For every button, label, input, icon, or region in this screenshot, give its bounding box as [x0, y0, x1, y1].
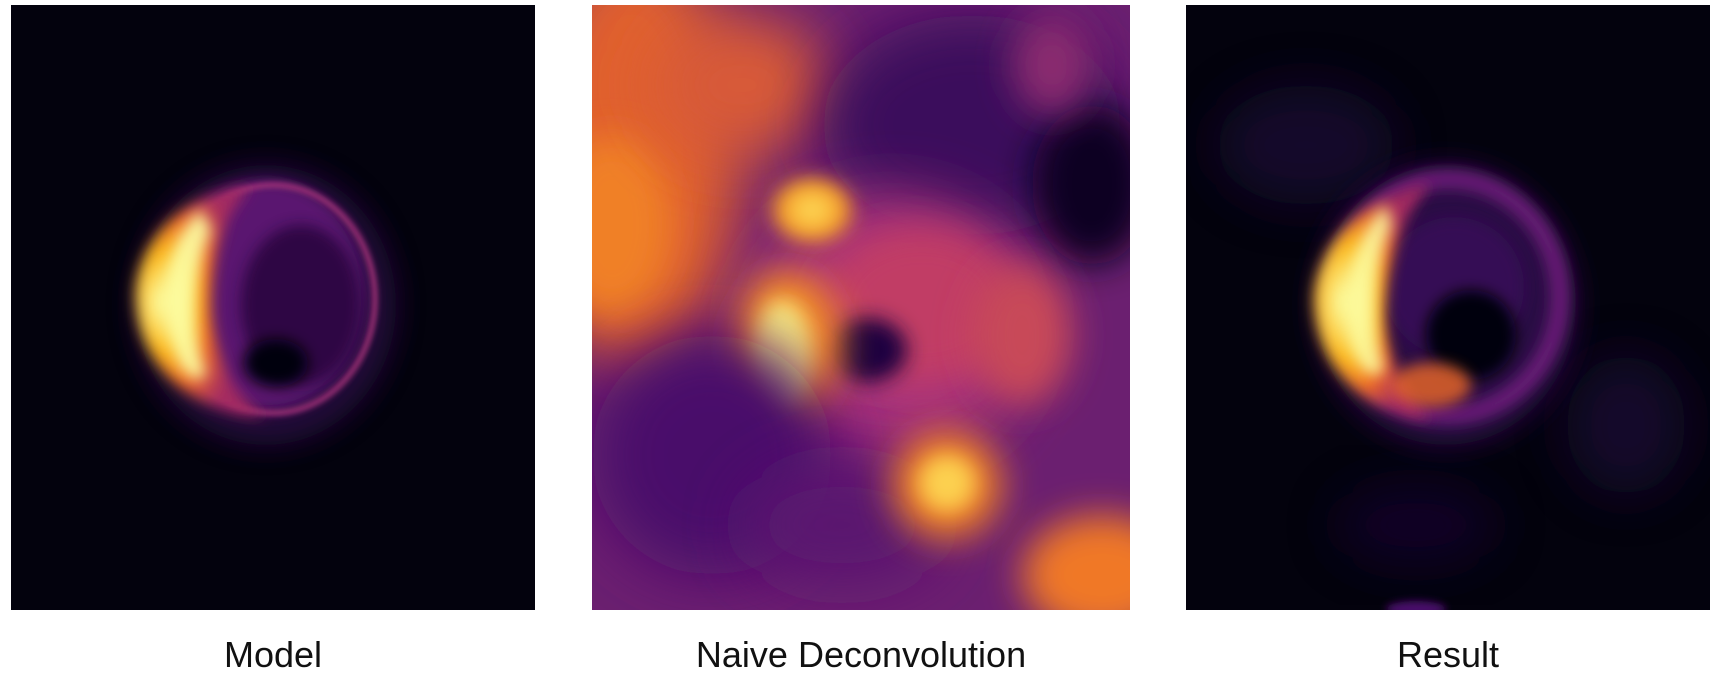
- result-caption: Result: [1396, 634, 1500, 675]
- model-caption: Model: [223, 634, 323, 675]
- naive-deconvolution-caption: Naive Deconvolution: [695, 634, 1027, 675]
- naive-deconvolution-image: [592, 5, 1130, 610]
- result-image: [1186, 5, 1710, 610]
- model-image: [11, 5, 535, 610]
